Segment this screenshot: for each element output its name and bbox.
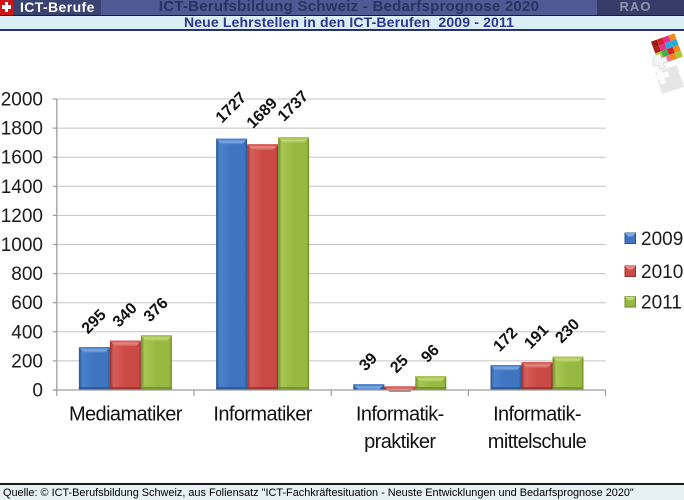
- svg-text:Informatik-: Informatik-: [356, 404, 444, 426]
- svg-text:1737: 1737: [275, 88, 312, 125]
- svg-text:1000: 1000: [1, 235, 43, 256]
- svg-text:340: 340: [110, 300, 141, 331]
- svg-text:2011: 2011: [641, 293, 682, 314]
- svg-text:1400: 1400: [1, 177, 43, 198]
- svg-text:191: 191: [521, 322, 552, 353]
- svg-text:1600: 1600: [1, 148, 43, 169]
- svg-text:1800: 1800: [1, 119, 43, 140]
- svg-text:mittelschule: mittelschule: [488, 431, 587, 453]
- svg-text:172: 172: [490, 324, 521, 355]
- svg-text:200: 200: [11, 351, 43, 372]
- svg-text:400: 400: [11, 322, 43, 343]
- svg-text:2010: 2010: [641, 262, 683, 283]
- svg-text:2009: 2009: [641, 229, 683, 250]
- svg-text:39: 39: [356, 350, 381, 375]
- svg-text:96: 96: [418, 342, 443, 367]
- svg-text:Informatiker: Informatiker: [213, 404, 312, 426]
- svg-text:376: 376: [141, 295, 172, 326]
- svg-text:800: 800: [11, 264, 43, 285]
- svg-text:600: 600: [11, 293, 43, 314]
- svg-text:25: 25: [387, 352, 412, 377]
- svg-text:295: 295: [79, 306, 110, 337]
- svg-text:0: 0: [32, 381, 43, 402]
- svg-text:2000: 2000: [1, 90, 43, 111]
- svg-text:230: 230: [552, 316, 583, 347]
- svg-text:praktiker: praktiker: [364, 431, 436, 453]
- svg-text:Mediamatiker: Mediamatiker: [69, 404, 183, 426]
- svg-text:Informatik-: Informatik-: [493, 404, 581, 426]
- svg-text:1200: 1200: [1, 206, 43, 227]
